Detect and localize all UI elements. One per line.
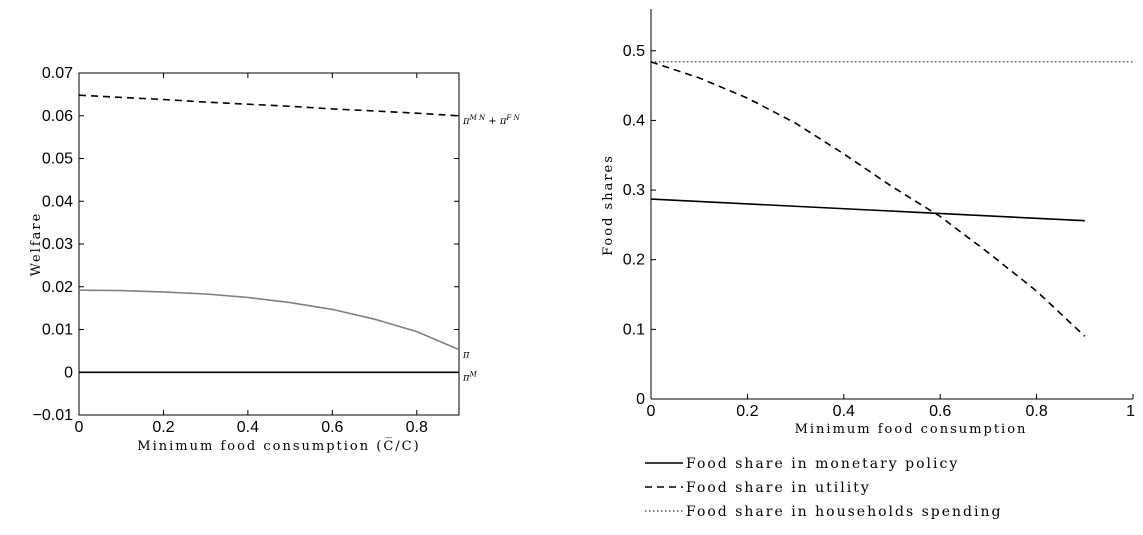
left-x-tick-label: 0.8 (406, 419, 428, 436)
right-series-line-0 (650, 198, 1085, 222)
right-y-axis-label: Food shares (601, 154, 616, 256)
left-series-line-0 (78, 94, 460, 117)
right-series-line-1 (650, 61, 1086, 337)
left-x-tick-label: 0.4 (237, 419, 259, 436)
left-y-tick-label: 0.01 (42, 322, 73, 339)
right-x-tick-label: 0.6 (929, 403, 951, 420)
left-series-line-1 (78, 289, 460, 351)
left-y-tick-label: 0.07 (42, 65, 73, 82)
left-x-tick-label: 0 (75, 419, 84, 436)
food-shares-chart: 0 0.1 0.2 0.3 0.4 0.5 0 0.2 0.4 0.6 0.8 1 Food sha… (601, 9, 1135, 520)
legend: Food share in monetary policy Food share … (645, 456, 1002, 520)
legend-label-2: Food share in households spending (686, 504, 1002, 520)
left-y-tick-label: 0.06 (42, 108, 73, 125)
left-series-annotation-1: π (462, 350, 470, 361)
left-series-annotation-0: πM N + πF N (462, 114, 521, 127)
right-y-tick-label: 0.5 (623, 43, 645, 60)
right-y-tick-label: 0.3 (623, 182, 645, 199)
left-y-tick-label: 0.03 (42, 236, 73, 253)
right-x-tick-label: 0 (647, 403, 656, 420)
right-y-tick-label: 0 (636, 391, 645, 408)
right-x-tick-label: 0.8 (1025, 403, 1047, 420)
left-x-tick-label: 0.6 (321, 419, 343, 436)
left-plot-frame (78, 72, 460, 416)
right-y-tick-label: 0.4 (623, 112, 645, 129)
left-series-annotation-2: πM (462, 370, 478, 383)
left-x-tick-label: 0.2 (152, 419, 174, 436)
legend-label-1: Food share in utility (686, 480, 871, 496)
right-y-tick-label: 0.1 (623, 321, 645, 338)
right-y-tick-label: 0.2 (623, 252, 645, 269)
left-y-tick-label: 0.02 (42, 279, 73, 296)
legend-label-0: Food share in monetary policy (686, 456, 959, 472)
left-y-tick-label: 0.04 (42, 193, 73, 210)
right-x-tick-label: 0.4 (833, 403, 855, 420)
right-x-axis-label: Minimum food consumption (795, 422, 1028, 437)
left-y-axis-label: Welfare (29, 212, 44, 277)
left-y-tick-label: 0.05 (42, 151, 73, 168)
right-x-tick-label: 1 (1126, 403, 1135, 420)
left-x-axis-label: Minimum food consumption (C̅/C) (137, 438, 420, 454)
left-y-tick-label: 0 (64, 364, 73, 381)
right-x-tick-label: 0.2 (736, 403, 758, 420)
left-y-tick-label: −0.01 (33, 407, 74, 424)
